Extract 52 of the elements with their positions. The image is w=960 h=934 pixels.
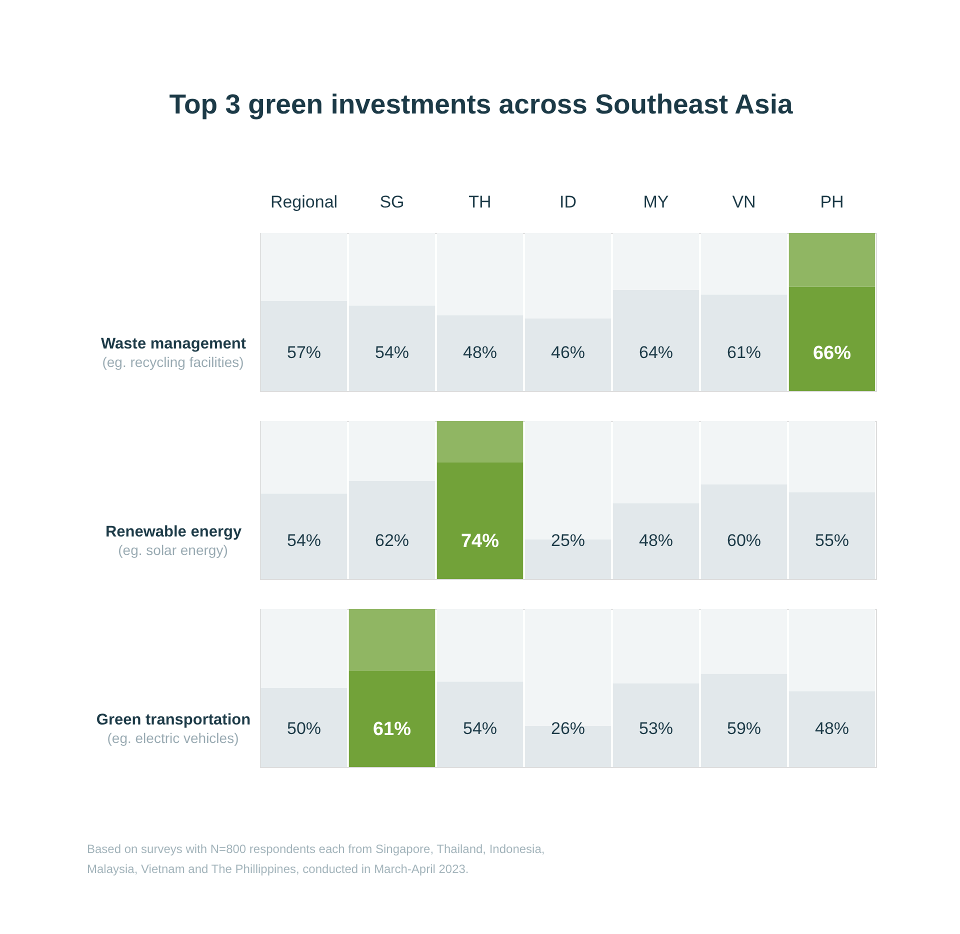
data-label: 59% — [726, 719, 762, 738]
bar — [260, 421, 348, 494]
y-axis-title: Green transportation — [96, 712, 251, 728]
data-label: 74% — [460, 531, 500, 552]
bar — [348, 609, 436, 671]
bar — [788, 492, 876, 579]
x-tick-label: PH — [820, 192, 844, 212]
bar — [260, 688, 348, 767]
bar — [788, 286, 876, 391]
data-label: 46% — [550, 343, 586, 362]
bar — [436, 421, 524, 462]
data-label: 61% — [372, 719, 412, 740]
text: (eg. solar energy) — [118, 542, 228, 558]
x-tick-label: SG — [380, 192, 404, 212]
text: Based on surveys with N=800 respondents each from Singapore, Thailand, Indonesia, Malaysia, Vietnam and The Phillippines, conducted in March-April 2023. — [87, 842, 545, 876]
data-label: 54% — [374, 343, 410, 362]
bar — [260, 609, 348, 688]
y-axis-title: Renewable energy — [105, 524, 242, 540]
data-label: 48% — [638, 531, 674, 550]
data-label: 48% — [814, 719, 850, 738]
x-tick-label: MY — [643, 192, 669, 212]
data-label: 25% — [550, 531, 586, 550]
y-axis-title: Waste management — [101, 336, 246, 352]
chart-title: Top 3 green investments across Southeast Asia — [169, 88, 794, 120]
bar — [700, 294, 788, 391]
text: (eg. electric vehicles) — [107, 730, 239, 746]
data-label: 66% — [812, 343, 852, 364]
data-label: 54% — [462, 719, 498, 738]
bar — [788, 233, 876, 287]
data-label: 62% — [374, 531, 410, 550]
data-label: 26% — [550, 719, 586, 738]
data-label: 55% — [814, 531, 850, 550]
bar — [348, 421, 436, 482]
bar — [260, 300, 348, 391]
data-label: 60% — [726, 531, 762, 550]
data-label: 53% — [638, 719, 674, 738]
data-label: 54% — [286, 531, 322, 550]
x-tick-label: Regional — [270, 192, 338, 212]
data-label: 61% — [726, 343, 762, 362]
data-label: 50% — [286, 719, 322, 738]
bar — [436, 462, 524, 579]
bar — [260, 494, 348, 579]
x-tick-label: TH — [468, 192, 492, 212]
data-label: 64% — [638, 343, 674, 362]
text: (eg. recycling facilities) — [102, 354, 244, 370]
bar — [348, 670, 436, 767]
bar — [348, 481, 436, 579]
x-tick-label: VN — [732, 192, 756, 212]
data-label: 57% — [286, 343, 322, 362]
x-tick-label: ID — [560, 192, 576, 212]
data-label: 48% — [462, 343, 498, 362]
bar — [788, 691, 876, 767]
